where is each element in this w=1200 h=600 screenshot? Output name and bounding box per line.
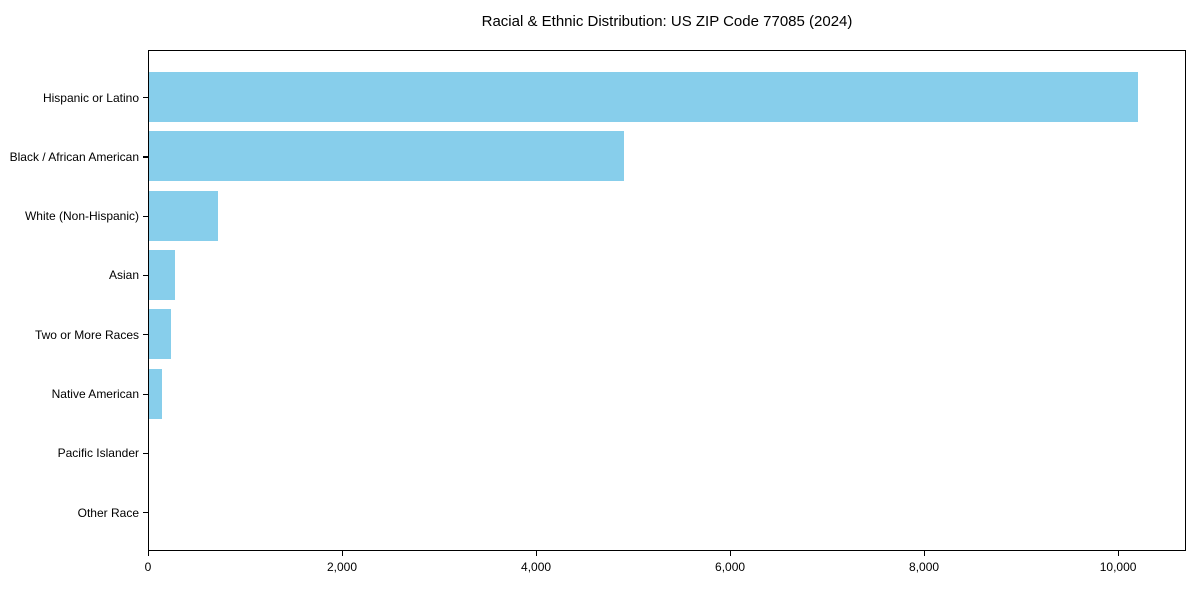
y-tick-label: Hispanic or Latino — [42, 90, 139, 105]
y-tick-mark — [143, 97, 148, 99]
y-tick-mark — [143, 334, 148, 336]
bar — [149, 368, 162, 419]
x-tick-mark — [729, 551, 731, 556]
x-tick-mark — [341, 551, 343, 556]
x-tick-label: 4,000 — [521, 560, 552, 574]
x-tick-label: 10,000 — [1099, 560, 1137, 574]
y-tick-mark — [143, 156, 148, 158]
bar — [149, 309, 172, 360]
bar — [149, 249, 175, 300]
x-tick-mark — [1117, 551, 1119, 556]
x-tick-mark — [535, 551, 537, 556]
y-tick-label: Other Race — [77, 505, 139, 520]
y-tick-label: Native American — [51, 387, 139, 401]
y-tick-mark — [143, 393, 148, 395]
y-tick-mark — [143, 452, 148, 455]
x-tick-mark — [147, 551, 149, 556]
y-tick-mark — [143, 512, 148, 514]
y-tick-label: Black / African American — [9, 149, 139, 164]
x-tick-mark — [923, 551, 925, 556]
y-tick-label: Two or More Races — [34, 327, 139, 342]
plot-area — [148, 50, 1186, 551]
y-tick-label: White (Non-Hispanic) — [24, 209, 139, 224]
bar — [149, 190, 218, 241]
x-tick-label: 2,000 — [327, 560, 358, 574]
y-tick-mark — [143, 215, 148, 217]
y-tick-label: Asian — [108, 268, 139, 283]
y-tick-mark — [143, 274, 148, 277]
y-tick-label: Pacific Islander — [57, 446, 139, 461]
x-tick-label: 8,000 — [909, 560, 940, 574]
x-tick-label: 6,000 — [715, 560, 746, 574]
x-tick-label: 0 — [144, 560, 152, 574]
bar — [149, 131, 625, 182]
chart-title: Racial & Ethnic Distribution: US ZIP Cod… — [481, 13, 853, 30]
bar — [149, 72, 1139, 122]
